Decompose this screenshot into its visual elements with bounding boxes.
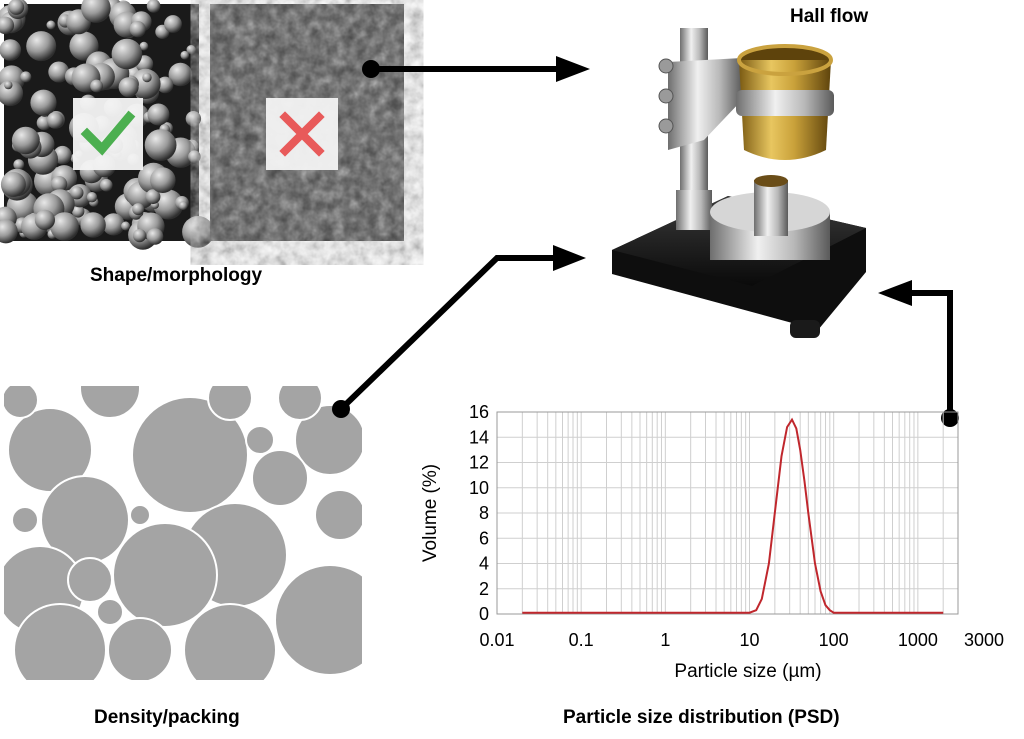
plot-frame (496, 411, 959, 615)
arrow-shape-to-hall-flow (362, 56, 590, 82)
x-tick-label: 100 (819, 630, 849, 650)
y-tick-label: 6 (479, 528, 489, 548)
hall-flow-label: Hall flow (790, 6, 869, 27)
arrow-psd-to-hall-flow (878, 280, 959, 427)
shape-morphology-label: Shape/morphology (90, 265, 263, 286)
x-tick-label: 1 (660, 630, 670, 650)
x-tick-label: 10 (739, 630, 759, 650)
x-axis-label: Particle size (µm) (674, 661, 821, 682)
x-tick-label: 1000 (898, 630, 938, 650)
y-tick-label: 12 (469, 453, 489, 473)
y-tick-label: 8 (479, 503, 489, 523)
chart-grid (496, 411, 959, 615)
psd-chart: 0 2 4 6 8 10 12 14 16 0.01 0.1 1 10 100 1000 3000 Parti… (420, 402, 1004, 682)
y-tick-label: 2 (479, 579, 489, 599)
y-tick-label: 4 (479, 554, 489, 574)
y-tick-label: 10 (469, 478, 489, 498)
check-icon (73, 98, 143, 170)
x-tick-label: 0.01 (479, 630, 514, 650)
y-tick-label: 14 (469, 427, 489, 447)
y-tick-label: 16 (469, 402, 489, 422)
density-packing-label: Density/packing (94, 707, 240, 728)
cross-icon (266, 98, 338, 170)
y-tick-label: 0 (479, 604, 489, 624)
packing-image (4, 386, 362, 680)
arrow-packing-to-hall-flow (332, 245, 586, 418)
psd-series-line (522, 417, 944, 614)
x-tick-label: 0.1 (569, 630, 594, 650)
psd-label: Particle size distribution (PSD) (563, 707, 840, 728)
hall-flowmeter-image (612, 28, 866, 338)
x-tick-label: 3000 (964, 630, 1004, 650)
y-axis-label: Volume (%) (420, 464, 441, 562)
